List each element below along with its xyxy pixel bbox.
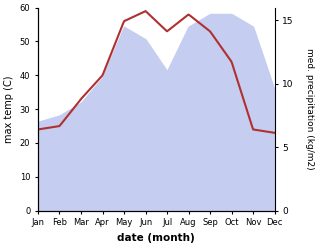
Y-axis label: max temp (C): max temp (C) <box>4 75 14 143</box>
X-axis label: date (month): date (month) <box>117 233 195 243</box>
Y-axis label: med. precipitation (kg/m2): med. precipitation (kg/m2) <box>305 48 314 170</box>
